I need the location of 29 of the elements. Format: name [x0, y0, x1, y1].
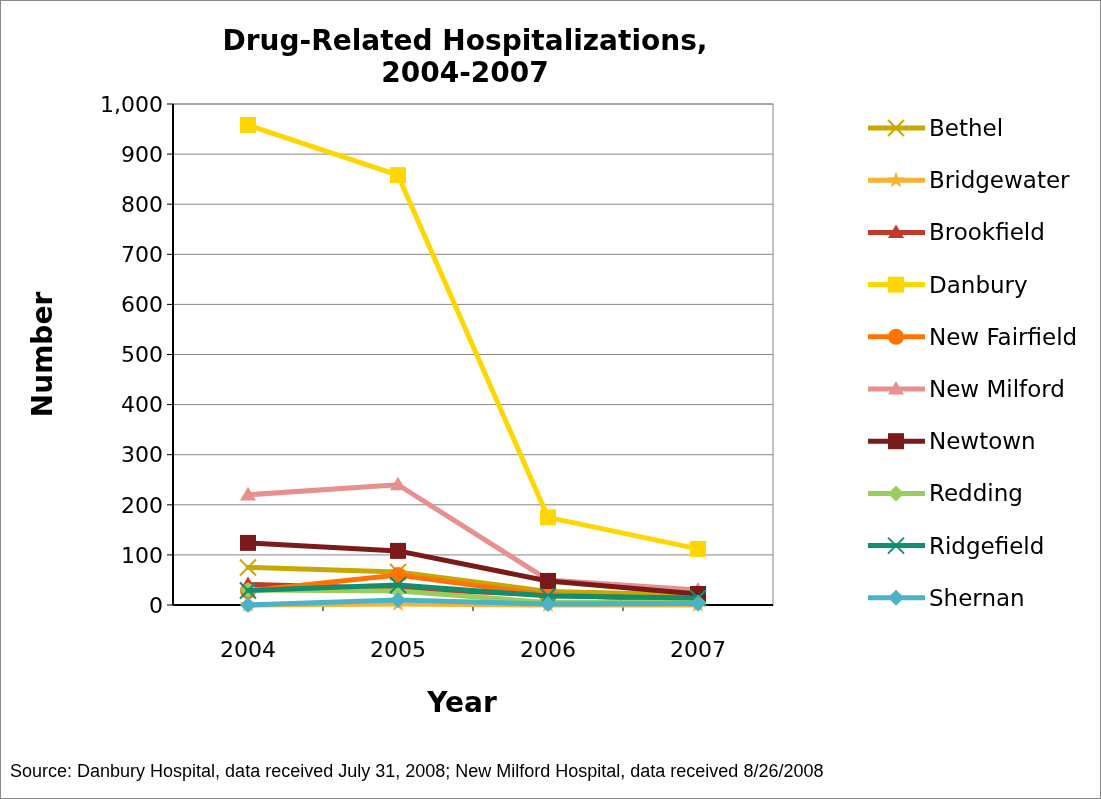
- x-tick-label: 2007: [670, 637, 726, 662]
- y-tick-label: 800: [121, 191, 163, 217]
- y-tick-label: 100: [121, 542, 163, 568]
- legend-label: Bethel: [929, 115, 1004, 142]
- y-tick-label: 200: [121, 492, 163, 518]
- legend-label: New Milford: [929, 376, 1065, 403]
- legend-label: Brookfield: [929, 219, 1045, 246]
- y-tick-label: 0: [149, 592, 163, 618]
- source-note: Source: Danbury Hospital, data received July 31, 2008; New Milford Hospital, data received 8/26/2008: [10, 761, 824, 781]
- chart-title: Drug-Related Hospitalizations, 2004-2007: [222, 24, 708, 89]
- legend-label: New Fairfield: [929, 323, 1078, 350]
- legend-label: Bridgewater: [929, 167, 1071, 194]
- y-tick-label: 900: [121, 141, 163, 167]
- legend-label: Newtown: [929, 428, 1036, 455]
- x-tick-label: 2004: [220, 637, 276, 662]
- y-tick-label: 400: [121, 392, 163, 418]
- legend-label: Danbury: [929, 271, 1028, 298]
- legend-label: Shernan: [929, 584, 1025, 611]
- y-tick-label: 600: [121, 292, 163, 318]
- y-axis-title: Number: [26, 291, 59, 418]
- legend-label: Ridgefield: [929, 532, 1045, 559]
- x-tick-label: 2006: [520, 637, 576, 662]
- x-axis-title: Year: [426, 686, 497, 719]
- y-tick-label: 700: [121, 242, 163, 267]
- x-tick-label: 2005: [370, 637, 426, 662]
- y-tick-label: 300: [121, 442, 163, 468]
- y-tick-label: 1,000: [100, 91, 163, 117]
- legend-label: Redding: [929, 480, 1023, 507]
- y-tick-label: 500: [121, 342, 163, 368]
